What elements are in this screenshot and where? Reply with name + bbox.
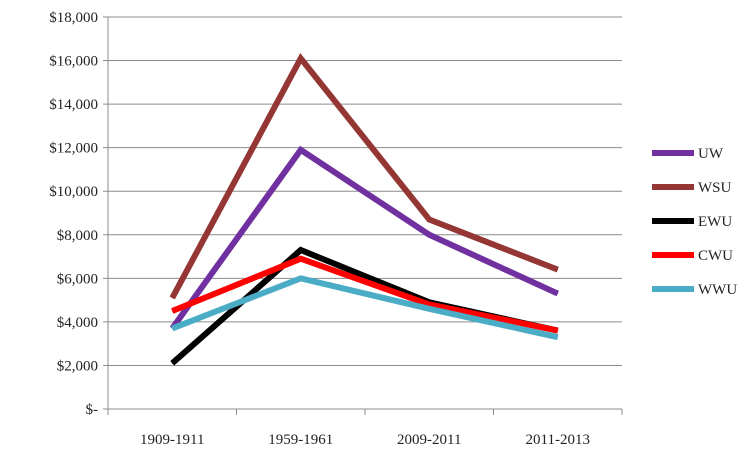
legend-label-uw: UW (698, 146, 724, 162)
data-point-uw (300, 149, 302, 151)
y-tick-label: $16,000 (49, 54, 98, 70)
y-tick-label: $18,000 (49, 10, 98, 26)
data-point-uw (557, 293, 559, 295)
y-tick-label: $2,000 (57, 358, 98, 374)
x-tick-label: 1909-1911 (140, 432, 204, 448)
data-point-cwu (428, 303, 430, 305)
series-lines (169, 52, 559, 366)
data-point-wwu (428, 308, 430, 310)
data-point-wwu (557, 336, 559, 338)
data-point-cwu (171, 310, 173, 312)
data-point-ewu (171, 362, 173, 364)
data-point-ewu (300, 249, 302, 251)
y-tick-label: $- (86, 402, 99, 418)
data-point-wsu (300, 57, 302, 59)
data-point-wwu (300, 277, 302, 279)
y-tick-label: $10,000 (49, 184, 98, 200)
legend-label-cwu: CWU (698, 248, 733, 264)
y-axis-ticks: $- $2,000 $4,000 $6,000 $8,000 $10,000 $12,000… (49, 10, 108, 418)
y-tick-label: $8,000 (57, 228, 98, 244)
y-tick-label: $12,000 (49, 141, 98, 157)
x-tick-label: 2009-2011 (397, 432, 461, 448)
data-point-wsu (557, 269, 559, 271)
legend-label-wsu: WSU (698, 180, 732, 196)
data-point-uw (428, 234, 430, 236)
series-line-wwu (171, 275, 559, 341)
data-point-cwu (300, 258, 302, 260)
y-tick-label: $4,000 (57, 315, 98, 331)
y-tick-label: $6,000 (57, 271, 98, 287)
x-tick-label: 2011-2013 (526, 432, 590, 448)
y-tick-label: $14,000 (49, 97, 98, 113)
data-point-wsu (171, 297, 173, 299)
x-tick-label: 1959-1961 (268, 432, 333, 448)
legend-label-ewu: EWU (698, 214, 732, 230)
x-axis-ticks: 1909-1911 1959-1961 2009-2011 2011-2013 (107, 409, 623, 448)
legend: UW WSU EWU CWU WWU (652, 146, 737, 298)
series-line-wsu (169, 52, 559, 300)
data-point-wsu (428, 219, 430, 221)
legend-label-wwu: WWU (698, 282, 737, 298)
data-point-cwu (557, 330, 559, 332)
series-line-uw (169, 145, 559, 331)
series-line-cwu (171, 255, 559, 334)
data-point-wwu (171, 327, 173, 329)
